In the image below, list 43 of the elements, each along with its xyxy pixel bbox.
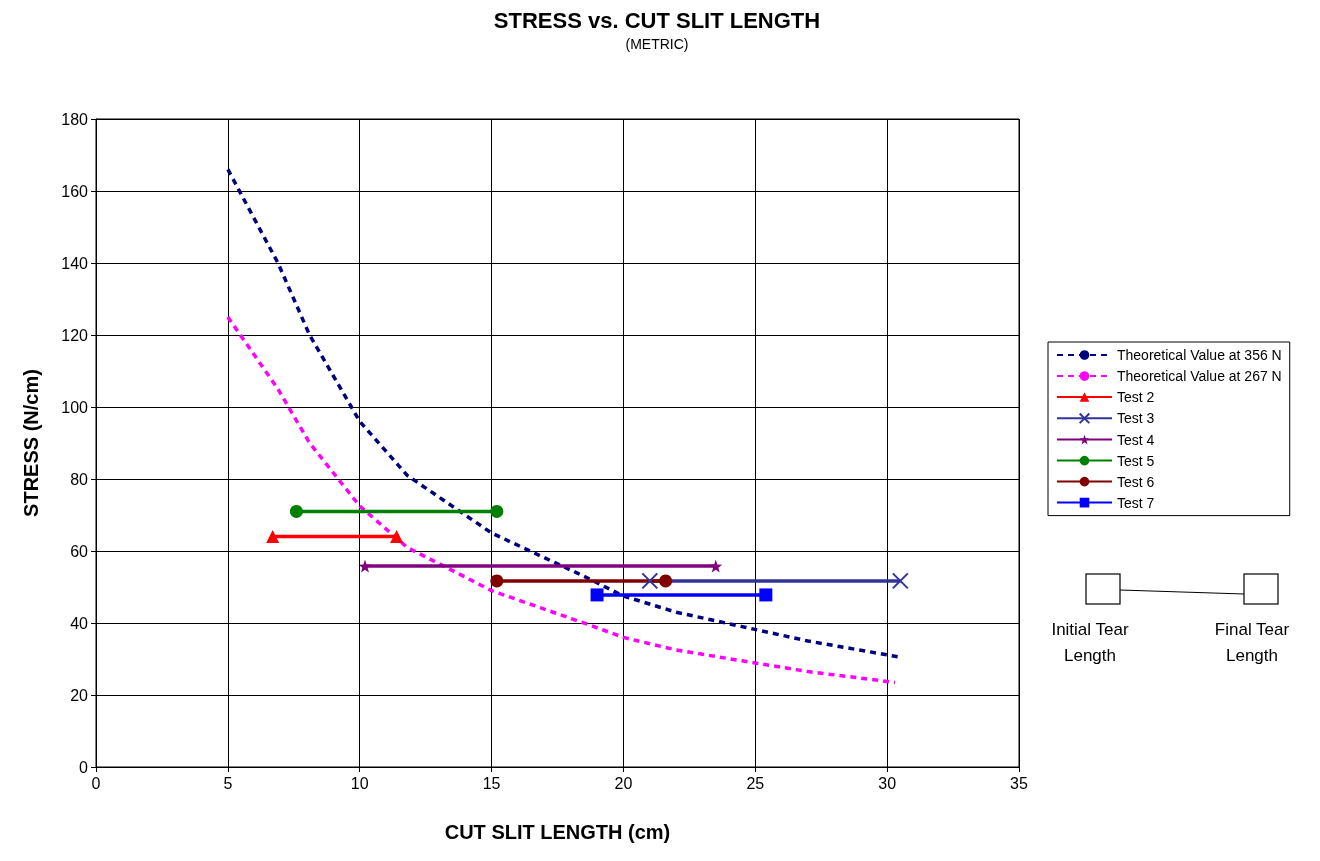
- text: Initial Tear Length: [1050, 619, 1130, 667]
- point: [490, 574, 504, 588]
- x-tick-label: 5: [223, 774, 233, 792]
- legend-label: Test 5: [1117, 452, 1155, 469]
- point: [590, 588, 604, 602]
- y-tick-label: 100: [61, 398, 89, 416]
- legend-label: Test 3: [1117, 410, 1155, 427]
- y-tick-label: 160: [61, 182, 89, 200]
- y-tick-label: 20: [70, 686, 89, 704]
- x-tick-label: 30: [878, 774, 897, 792]
- y-tick-label: 120: [61, 326, 89, 344]
- x-tick-label: 25: [746, 774, 765, 792]
- y-tick-label: 180: [61, 110, 89, 128]
- chart-subtitle: (METRIC): [625, 36, 689, 52]
- y-tick-label: 140: [61, 254, 89, 272]
- chart-title: STRESS vs. CUT SLIT LENGTH: [493, 7, 821, 33]
- point: [289, 504, 303, 518]
- point: [709, 559, 723, 573]
- point: [490, 504, 504, 518]
- y-tick-label: 80: [70, 470, 89, 488]
- y-axis-title: STRESS (N/cm): [20, 369, 42, 517]
- legend-label: Theoretical Value at 356 N: [1117, 347, 1282, 363]
- point: [891, 572, 909, 590]
- text: Final Tear Length: [1213, 619, 1291, 667]
- point: [358, 559, 372, 573]
- legend-label: Test 6: [1117, 473, 1155, 490]
- x-tick-label: 35: [1010, 774, 1028, 792]
- legend-label: Theoretical Value at 267 N: [1117, 368, 1282, 384]
- legend-label: Test 2: [1117, 389, 1155, 405]
- point: [759, 588, 773, 602]
- y-tick-label: 60: [70, 542, 89, 560]
- x-axis-title: CUT SLIT LENGTH (cm): [444, 821, 671, 843]
- x-tick-label: 0: [91, 774, 101, 792]
- legend-label: Test 4: [1117, 431, 1155, 448]
- x-tick-label: 20: [614, 774, 633, 792]
- y-tick-label: 40: [70, 614, 89, 632]
- point: [641, 572, 659, 590]
- point: [659, 574, 673, 588]
- y-tick-label: 0: [79, 758, 89, 776]
- x-tick-label: 15: [482, 774, 501, 792]
- x-tick-label: 10: [350, 774, 369, 792]
- line-series: [226, 315, 897, 685]
- legend-label: Test 7: [1117, 494, 1155, 511]
